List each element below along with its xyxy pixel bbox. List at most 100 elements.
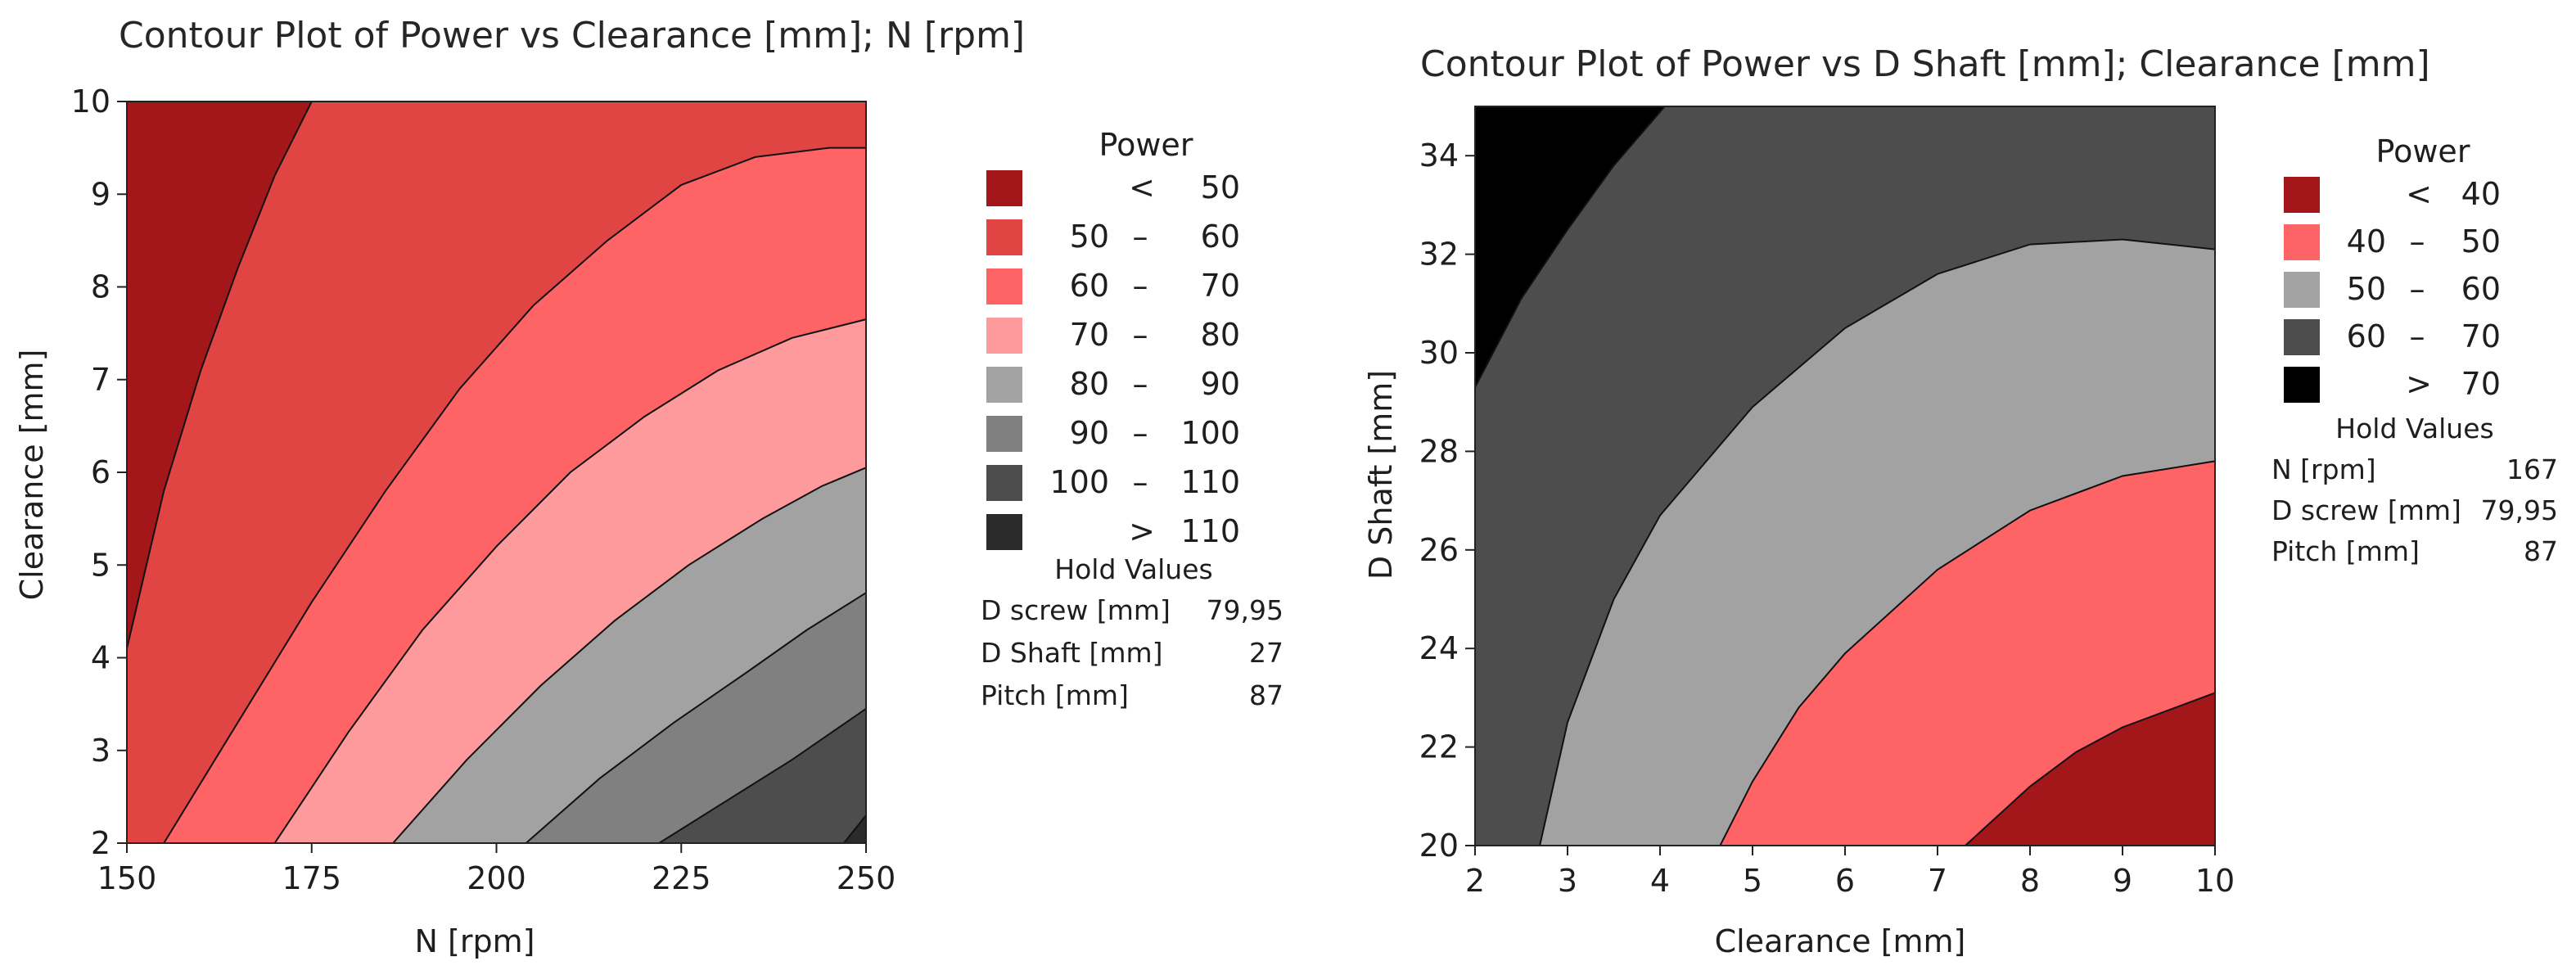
c1-legend-swatch (986, 268, 1022, 305)
c1-legend-swatch (986, 514, 1022, 550)
chart1-x-axis-label: N [rpm] (415, 923, 535, 959)
c2-hold-name: N [rpm] (2271, 453, 2376, 485)
c2-y-tick-label: 20 (1419, 828, 1459, 864)
c2-legend-high: 60 (2461, 271, 2501, 307)
c2-legend-high: 50 (2461, 223, 2501, 259)
c1-y-tick-label: 8 (91, 269, 111, 305)
c1-y-tick-label: 5 (91, 547, 111, 583)
c2-legend-swatch (2284, 177, 2320, 213)
c1-x-tick-label: 200 (467, 860, 526, 896)
c1-legend-dash: – (1133, 219, 1148, 255)
c1-hold-name: D screw [mm] (981, 594, 1171, 626)
c2-legend-dash: – (2410, 271, 2425, 307)
c2-hold-value: 79,95 (2481, 494, 2558, 526)
c2-x-tick-label: 4 (1650, 863, 1670, 899)
c2-legend-high: 70 (2461, 366, 2501, 402)
c1-legend-high: 100 (1180, 415, 1240, 451)
c1-legend-high: 50 (1201, 169, 1240, 205)
c1-legend-high: 70 (1201, 268, 1240, 304)
c2-legend-swatch (2284, 367, 2320, 403)
c2-legend-swatch (2284, 319, 2320, 355)
c1-legend-swatch (986, 219, 1022, 255)
chart2-y-axis-label: D Shaft [mm] (1363, 370, 1399, 580)
c1-legend-dash: – (1133, 366, 1148, 402)
chart1-region-3 (164, 147, 866, 844)
chart1-legend: Power< 5050–6060–7070–8080–9090–100100–11… (986, 127, 1240, 550)
chart1-region-2 (127, 102, 866, 843)
c1-legend-swatch (986, 170, 1022, 206)
c1-legend-dash: – (1133, 464, 1148, 500)
c1-legend-swatch (986, 465, 1022, 501)
c2-legend-operator: < (2406, 176, 2432, 212)
c1-legend-swatch (986, 416, 1022, 452)
chart1-region-6 (526, 593, 866, 843)
c1-legend-high: 110 (1180, 464, 1240, 500)
c1-hold-values-title: Hold Values (1054, 553, 1212, 585)
chart2-region-below-40 (1965, 693, 2215, 846)
c2-y-tick-label: 30 (1419, 335, 1459, 371)
c1-y-tick-label: 9 (91, 176, 111, 212)
c2-x-tick-label: 10 (2195, 863, 2235, 899)
c2-x-tick-label: 8 (2020, 863, 2040, 899)
c2-legend-swatch (2284, 272, 2320, 308)
c2-hold-name: D screw [mm] (2271, 494, 2461, 526)
c2-hold-name: Pitch [mm] (2271, 535, 2420, 567)
c2-y-tick-label: 34 (1419, 138, 1459, 174)
c2-legend-title: Power (2376, 133, 2470, 169)
chart2-title: Contour Plot of Power vs D Shaft [mm]; C… (1420, 43, 2430, 85)
c2-y-tick-label: 28 (1419, 433, 1459, 469)
c1-x-tick-label: 225 (652, 860, 711, 896)
c1-x-tick-label: 150 (97, 860, 157, 896)
c1-legend-dash: – (1133, 415, 1148, 451)
c1-x-tick-label: 175 (282, 860, 341, 896)
c2-x-tick-label: 2 (1465, 863, 1485, 899)
c2-legend-dash: – (2410, 318, 2425, 354)
c2-y-tick-label: 26 (1419, 532, 1459, 568)
c2-y-tick-label: 24 (1419, 630, 1459, 666)
c1-hold-value: 79,95 (1207, 594, 1283, 626)
c1-hold-name: D Shaft [mm] (981, 637, 1163, 669)
c1-contour-line-90 (525, 592, 867, 844)
c2-hold-values-title: Hold Values (2335, 413, 2493, 444)
c2-hold-value: 87 (2524, 535, 2558, 567)
c2-contour-line-70 (1474, 106, 1666, 388)
chart1-region-7 (659, 708, 866, 843)
chart2-region-above-70 (1475, 106, 1665, 388)
c2-contour-line-40 (1965, 692, 2216, 846)
c1-legend-low: 60 (1070, 268, 1109, 304)
c1-legend-high: 90 (1201, 366, 1240, 402)
c2-legend-low: 60 (2347, 318, 2386, 354)
c1-y-tick-label: 4 (91, 640, 111, 676)
c1-legend-low: 90 (1070, 415, 1109, 451)
c1-legend-operator: < (1129, 169, 1155, 205)
c1-contour-line-50 (126, 101, 313, 649)
c2-legend-operator: > (2406, 366, 2432, 402)
c1-legend-low: 100 (1049, 464, 1109, 500)
c1-legend-swatch (986, 367, 1022, 403)
c1-legend-low: 50 (1070, 219, 1109, 255)
c2-legend-high: 70 (2461, 318, 2501, 354)
c1-legend-low: 70 (1070, 317, 1109, 353)
chart1-region-5 (393, 467, 867, 843)
c2-legend-low: 40 (2347, 223, 2386, 259)
chart1-title: Contour Plot of Power vs Clearance [mm];… (119, 15, 1025, 56)
c1-hold-value: 27 (1249, 637, 1283, 669)
chart1-region-4 (274, 319, 867, 844)
c2-contour-line-60 (1539, 238, 2216, 846)
c1-y-tick-label: 10 (71, 83, 111, 120)
c1-y-tick-label: 6 (91, 454, 111, 490)
c2-x-tick-label: 3 (1558, 863, 1577, 899)
c2-x-tick-label: 9 (2113, 863, 2132, 899)
c1-x-tick-label: 250 (837, 860, 896, 896)
c1-legend-high: 60 (1201, 219, 1240, 255)
c1-legend-swatch (986, 318, 1022, 354)
chart-power-vs-dshaft-clearance: Contour Plot of Power vs D Shaft [mm]; C… (1363, 43, 2558, 959)
chart1-hold-values: Hold Values D screw [mm] 79,95 D Shaft [mm]… (981, 553, 1283, 711)
c1-hold-value: 87 (1249, 679, 1283, 711)
c2-contour-line-50 (1719, 460, 2216, 846)
c1-legend-operator: > (1129, 513, 1155, 549)
c2-hold-value: 167 (2506, 453, 2558, 485)
c1-contour-line-70 (273, 318, 867, 844)
c1-hold-name: Pitch [mm] (981, 679, 1129, 711)
c2-x-tick-label: 5 (1743, 863, 1762, 899)
